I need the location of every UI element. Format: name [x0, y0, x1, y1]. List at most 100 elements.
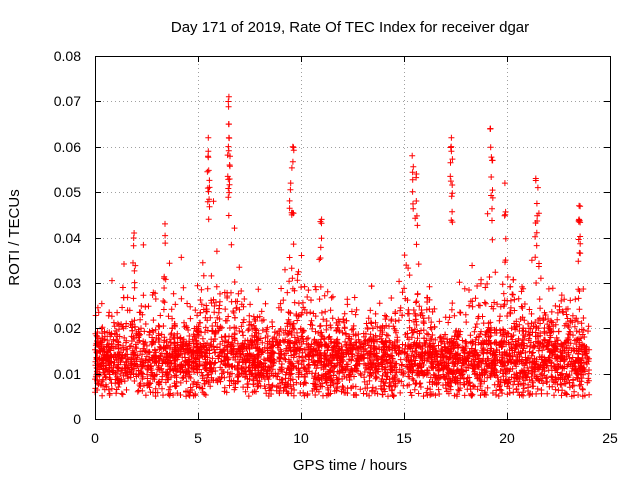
data-point	[423, 306, 430, 313]
data-point	[360, 341, 367, 348]
data-point	[541, 325, 548, 331]
data-point	[225, 93, 232, 100]
data-point	[208, 366, 215, 373]
data-point	[351, 294, 358, 301]
data-point	[344, 301, 351, 308]
data-point	[155, 322, 162, 329]
data-point	[97, 363, 104, 370]
data-point	[432, 365, 439, 372]
data-point	[501, 379, 508, 386]
data-point	[298, 252, 305, 259]
data-point	[98, 378, 105, 385]
data-point	[170, 392, 177, 398]
data-point	[250, 322, 257, 329]
x-tick-label: 20	[499, 430, 515, 446]
data-point	[398, 378, 405, 385]
data-point	[204, 168, 211, 175]
data-point	[238, 323, 245, 330]
data-point	[207, 383, 214, 390]
data-point	[462, 311, 469, 318]
data-point	[552, 321, 559, 328]
data-point	[582, 348, 589, 355]
data-point	[294, 335, 301, 342]
data-point	[193, 383, 200, 390]
data-point	[139, 363, 146, 370]
data-point	[171, 382, 178, 389]
data-point	[321, 292, 328, 299]
data-point	[194, 312, 201, 319]
data-point	[313, 286, 319, 293]
data-point	[549, 374, 556, 381]
data-point	[437, 338, 444, 345]
data-point	[152, 296, 159, 302]
data-point	[487, 319, 494, 326]
data-point	[567, 297, 574, 304]
data-point	[177, 335, 183, 342]
data-point	[219, 349, 226, 356]
axis-ticks: 0 5 10 15 20 25 0 0.01 0.02 0.03 0.04 0.05 0.06 0.07 0…	[54, 48, 618, 446]
data-point	[236, 306, 243, 313]
data-point	[225, 98, 232, 105]
data-point	[515, 349, 522, 355]
data-point	[185, 349, 192, 356]
data-point	[388, 352, 395, 359]
data-point	[194, 328, 201, 335]
data-point	[509, 336, 516, 343]
data-point	[555, 363, 562, 369]
data-point	[152, 339, 159, 346]
data-point	[123, 339, 129, 346]
data-point	[198, 301, 205, 308]
data-point	[419, 357, 426, 364]
data-point	[514, 372, 521, 379]
data-point	[234, 366, 241, 373]
data-point	[240, 332, 247, 339]
data-point	[324, 288, 331, 295]
data-point	[316, 296, 323, 303]
data-point	[396, 278, 403, 285]
data-point	[389, 386, 396, 393]
data-point	[130, 351, 137, 358]
data-point	[341, 310, 348, 317]
data-point	[274, 341, 281, 348]
y-axis-label: ROTI / TECUs	[6, 189, 23, 285]
y-tick-label: 0.04	[54, 230, 81, 246]
data-point	[497, 313, 503, 320]
y-tick-label: 0	[73, 411, 81, 427]
data-point	[196, 362, 203, 369]
data-point	[447, 159, 454, 166]
data-point	[160, 392, 166, 399]
data-point	[194, 282, 201, 289]
data-point	[431, 372, 438, 379]
data-point	[492, 357, 499, 364]
data-point	[245, 380, 252, 387]
data-point	[323, 392, 330, 399]
data-point	[187, 315, 194, 322]
data-point	[108, 358, 115, 365]
data-point	[131, 358, 138, 365]
data-point	[553, 355, 560, 362]
data-point	[110, 336, 117, 343]
data-point	[440, 382, 446, 389]
data-point	[537, 371, 544, 378]
data-point	[322, 341, 329, 348]
data-point	[119, 366, 126, 372]
data-point	[374, 338, 380, 345]
data-point	[570, 376, 577, 383]
data-point	[265, 393, 272, 399]
data-point	[262, 334, 269, 341]
data-point	[475, 315, 481, 322]
data-point	[513, 318, 520, 325]
data-point	[283, 347, 289, 354]
data-point	[307, 321, 314, 328]
data-point	[357, 386, 364, 393]
data-point	[452, 329, 459, 336]
data-points	[92, 93, 593, 400]
data-point	[446, 375, 453, 382]
x-tick-label: 10	[293, 430, 309, 446]
data-point	[456, 279, 463, 286]
data-point	[221, 289, 228, 296]
data-point	[218, 366, 225, 373]
data-point	[210, 296, 217, 303]
data-point	[403, 262, 410, 269]
data-point	[544, 378, 551, 385]
